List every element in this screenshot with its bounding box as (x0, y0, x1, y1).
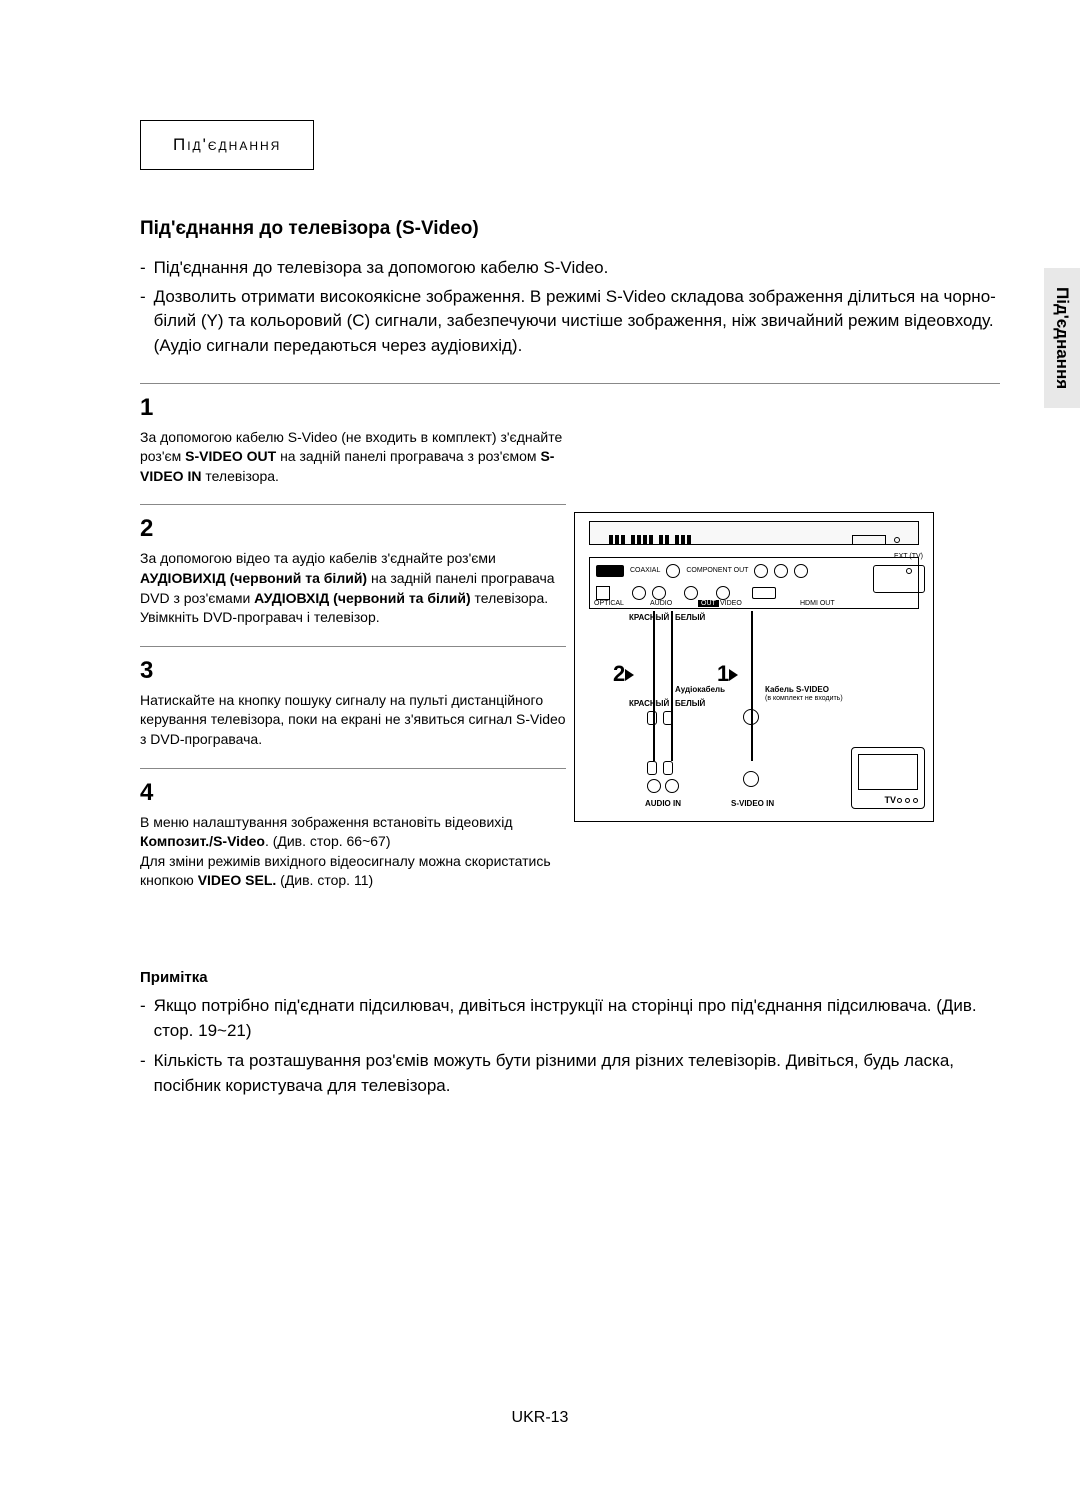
section-label: Під'єднання (173, 135, 281, 154)
dash-bullet: - (140, 1049, 146, 1098)
jack (632, 586, 646, 600)
lbl-white: БЕЛЫЙ (675, 613, 705, 622)
side-tab: Під'єднання (1044, 268, 1080, 408)
plug (647, 761, 657, 775)
step-4: 4 В меню налаштування зображення встанов… (140, 769, 566, 909)
arrow-right-icon (729, 669, 738, 681)
step-text: В меню налаштування зображення встановіт… (140, 813, 566, 891)
scart-port (873, 565, 925, 593)
tv-label: TV (884, 795, 896, 805)
step-number: 3 (140, 657, 566, 685)
diagram-num-2: 2 (613, 661, 634, 687)
jack (794, 564, 808, 578)
audio-cable-line (671, 611, 673, 761)
step-text: За допомогою відео та аудіо кабелів з'єд… (140, 549, 566, 627)
svideo-jack (716, 586, 730, 600)
lbl-component: COMPONENT OUT (686, 567, 748, 574)
step-3: 3 Натискайте на кнопку пошуку сигналу на… (140, 647, 566, 769)
page-heading: Під'єднання до телевізора (S-Video) (140, 218, 1000, 240)
lbl-svideo-in: S-VIDEO IN (731, 799, 774, 808)
dvd-rear-panel: COAXIAL COMPONENT OUT (589, 557, 919, 609)
optical-jack (596, 586, 610, 600)
tv-button-icon (905, 798, 910, 803)
lbl-video: VIDEO (720, 600, 742, 607)
lbl-audio: AUDIO (650, 600, 672, 607)
note-item: - Кількість та розташування роз'ємів мож… (140, 1049, 1000, 1098)
audio-in-jack (665, 779, 679, 793)
lbl-optical: OPTICAL (594, 600, 624, 607)
lbl-red: КРАСНЫЙ (629, 699, 669, 708)
lbl-svideo-cable: Кабель S-VIDEO (765, 685, 829, 694)
audio-plugs-bottom (647, 761, 673, 775)
svideo-in-jack (743, 771, 759, 787)
lbl-ext: EXT (TV) (894, 553, 923, 560)
note-text: Кількість та розташування роз'ємів можут… (154, 1049, 1000, 1098)
audio-cable-line (653, 611, 655, 761)
lbl-coaxial: COAXIAL (630, 567, 660, 574)
step-2: 2 За допомогою відео та аудіо кабелів з'… (140, 505, 566, 646)
page-number: UKR-13 (512, 1409, 569, 1427)
steps-and-diagram: 1 За допомогою кабелю S-Video (не входит… (140, 383, 1000, 909)
note-item: - Якщо потрібно під'єднати підсилювач, д… (140, 994, 1000, 1043)
arrow-right-icon (625, 669, 634, 681)
lbl-svideo-note: (в комплект не входить) (765, 695, 843, 702)
note-heading: Примітка (140, 969, 1000, 986)
audio-in-jack (647, 779, 661, 793)
dash-bullet: - (140, 256, 146, 281)
diagram-num-2-text: 2 (613, 661, 625, 686)
step-number: 4 (140, 779, 566, 807)
dvd-top-panel (589, 521, 919, 545)
note-text: Якщо потрібно під'єднати підсилювач, див… (154, 994, 1000, 1043)
jack (666, 564, 680, 578)
step-number: 2 (140, 515, 566, 543)
intro-item: - Дозволить отримати високоякісне зображ… (140, 285, 1000, 359)
plug (663, 761, 673, 775)
jack (774, 564, 788, 578)
diagram-num-1: 1 (717, 661, 738, 687)
lbl-audio-in: AUDIO IN (645, 799, 681, 808)
plug (663, 711, 673, 725)
side-tab-label: Під'єднання (1052, 287, 1072, 389)
tv-button-icon (913, 798, 918, 803)
tv-screen (858, 754, 918, 790)
jack (754, 564, 768, 578)
svideo-cable-line (751, 611, 753, 761)
lbl-out: OUT (698, 600, 719, 607)
jack (684, 586, 698, 600)
step-number: 1 (140, 394, 566, 422)
tv-box: TV (851, 747, 925, 809)
intro-text: Дозволить отримати високоякісне зображен… (154, 285, 1000, 359)
lbl-hdmi: HDMI OUT (800, 600, 835, 607)
audio-plugs-mid (647, 711, 673, 725)
note-block: Примітка - Якщо потрібно під'єднати підс… (140, 969, 1000, 1099)
step-1: 1 За допомогою кабелю S-Video (не входит… (140, 384, 566, 506)
intro-item: - Під'єднання до телевізора за допомогою… (140, 256, 1000, 281)
diagram-num-1-text: 1 (717, 661, 729, 686)
steps-column: 1 За допомогою кабелю S-Video (не входит… (140, 384, 566, 909)
dash-bullet: - (140, 285, 146, 359)
lbl-audio-cable: Аудіокабель (675, 685, 725, 694)
intro-list: - Під'єднання до телевізора за допомогою… (140, 256, 1000, 359)
lbl-red: КРАСНЫЙ (629, 613, 669, 622)
intro-text: Під'єднання до телевізора за допомогою к… (154, 256, 609, 281)
lbl-white: БЕЛЫЙ (675, 699, 705, 708)
step-text: За допомогою кабелю S-Video (не входить … (140, 428, 566, 487)
svideo-plug-mid (743, 709, 759, 725)
connection-diagram: COAXIAL COMPONENT OUT (574, 512, 934, 822)
section-header-box: Під'єднання (140, 120, 314, 170)
plug (647, 711, 657, 725)
diagram-column: COAXIAL COMPONENT OUT (574, 384, 1000, 909)
tv-button-icon (897, 798, 902, 803)
jack (652, 586, 666, 600)
dash-bullet: - (140, 994, 146, 1043)
step-text: Натискайте на кнопку пошуку сигналу на п… (140, 691, 566, 750)
